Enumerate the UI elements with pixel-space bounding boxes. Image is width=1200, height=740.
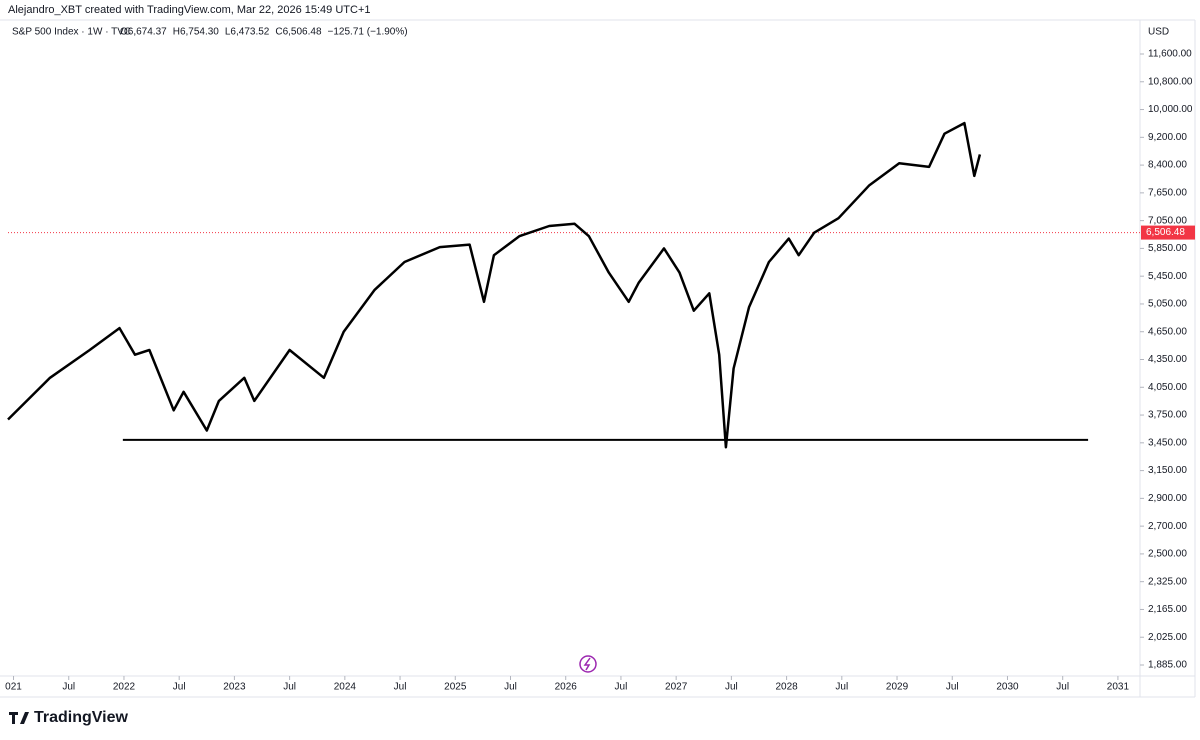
y-tick-label: 5,850.00 <box>1148 243 1187 254</box>
y-tick-label: 8,400.00 <box>1148 160 1187 171</box>
y-tick-label: 2,325.00 <box>1148 576 1187 587</box>
x-tick-label: 2031 <box>1107 682 1130 693</box>
x-tick-label: Jul <box>835 682 848 693</box>
y-tick-label: 2,700.00 <box>1148 521 1187 532</box>
y-tick-label: 7,650.00 <box>1148 188 1187 199</box>
x-tick-label: 2026 <box>555 682 578 693</box>
y-tick-label: 3,750.00 <box>1148 410 1187 421</box>
brand-name: TradingView <box>34 709 129 726</box>
x-tick-label: 2030 <box>996 682 1019 693</box>
x-tick-label: Jul <box>62 682 75 693</box>
symbol-title: S&P 500 Index · 1W · TVC <box>12 27 131 38</box>
x-tick-label: 2028 <box>775 682 798 693</box>
logo-icon[interactable] <box>579 655 597 673</box>
x-tick-label: 2025 <box>444 682 467 693</box>
x-tick-label: 2024 <box>334 682 357 693</box>
y-tick-label: 1,885.00 <box>1148 660 1187 671</box>
y-tick-label: 3,150.00 <box>1148 465 1187 476</box>
y-tick-label: 10,000.00 <box>1148 104 1193 115</box>
x-tick-label: 2029 <box>886 682 909 693</box>
x-tick-label: Jul <box>615 682 628 693</box>
y-tick-label: 7,050.00 <box>1148 215 1187 226</box>
y-tick-label: 4,650.00 <box>1148 326 1187 337</box>
x-tick-label: Jul <box>504 682 517 693</box>
x-tick-label: 2023 <box>223 682 246 693</box>
logo-bolt <box>583 657 591 671</box>
price-line <box>7 121 982 449</box>
y-tick-label: 10,800.00 <box>1148 76 1193 87</box>
x-tick-label: Jul <box>173 682 186 693</box>
x-tick-label: 2027 <box>665 682 688 693</box>
x-tick-label: Jul <box>283 682 296 693</box>
brand-logo: TradingView <box>9 709 129 726</box>
y-tick-label: 3,450.00 <box>1148 437 1187 448</box>
x-tick-label: 021 <box>5 682 22 693</box>
y-tick-label: 4,350.00 <box>1148 354 1187 365</box>
last-price-box <box>1141 225 1195 240</box>
x-tick-label: Jul <box>725 682 738 693</box>
y-tick-label: 11,600.00 <box>1148 49 1192 60</box>
y-tick-label: 4,050.00 <box>1148 382 1187 393</box>
x-tick-label: Jul <box>946 682 959 693</box>
y-tick-label: 2,165.00 <box>1148 604 1187 615</box>
ohlc-value: −125.71 (−1.90%) <box>328 27 408 38</box>
ohlc-value: C6,506.48 <box>275 27 322 38</box>
ohlc-value: O6,674.37 <box>120 27 167 38</box>
last-price-label: 6,506.48 <box>1146 227 1185 238</box>
x-tick-label: 2022 <box>113 682 136 693</box>
currency: USD <box>1148 27 1169 38</box>
author-line: Alejandro_XBT created with TradingView.c… <box>8 4 371 16</box>
y-tick-label: 5,450.00 <box>1148 271 1187 282</box>
y-tick-label: 9,200.00 <box>1148 132 1187 143</box>
x-tick-label: Jul <box>1056 682 1069 693</box>
x-tick-label: Jul <box>394 682 407 693</box>
y-tick-label: 2,025.00 <box>1148 632 1187 643</box>
ohlc-value: L6,473.52 <box>225 27 270 38</box>
y-tick-label: 2,900.00 <box>1148 493 1187 504</box>
brand-mark <box>9 712 29 724</box>
ohlc-value: H6,754.30 <box>173 27 220 38</box>
y-tick-label: 2,500.00 <box>1148 549 1187 560</box>
y-tick-label: 5,050.00 <box>1148 299 1187 310</box>
